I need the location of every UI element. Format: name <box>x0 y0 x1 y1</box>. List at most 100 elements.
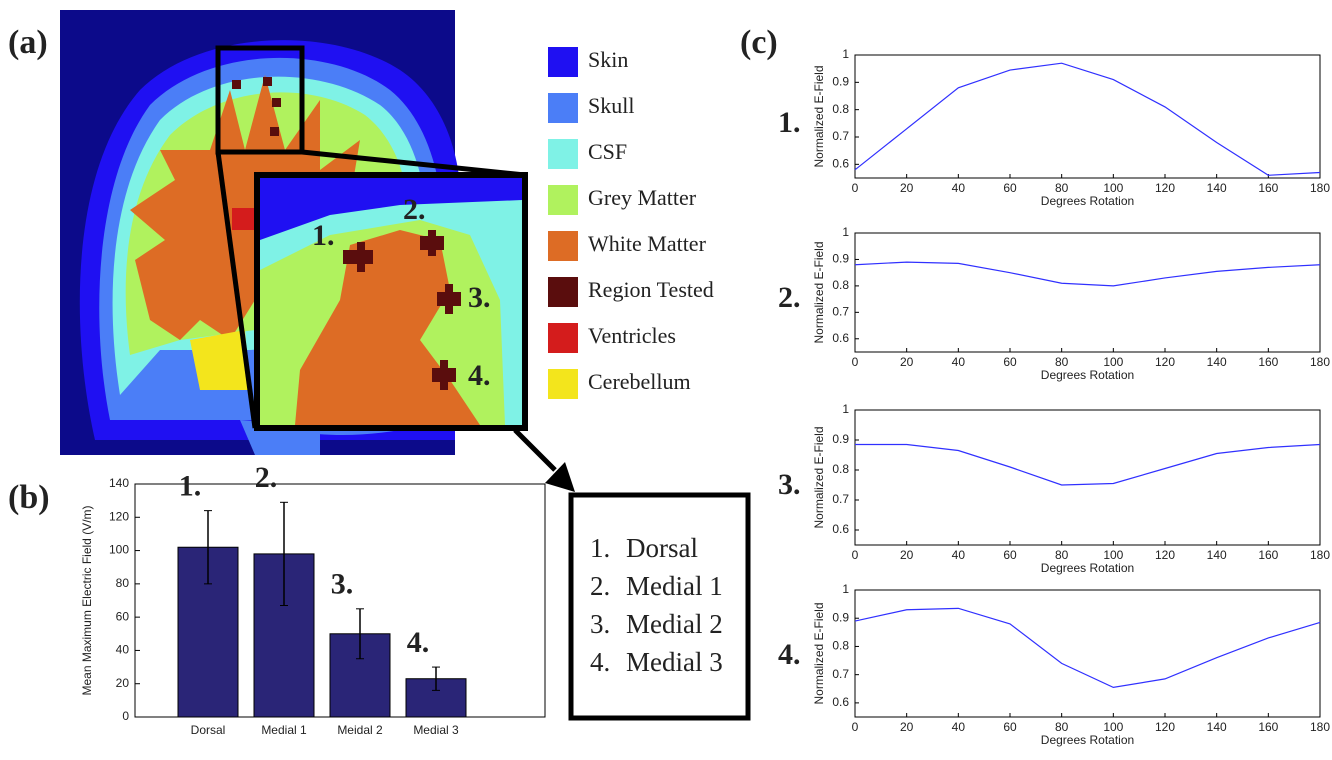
list-name: Medial 1 <box>626 571 723 601</box>
y-tick-label: 0.8 <box>832 462 849 476</box>
region-list-box <box>568 492 751 721</box>
legend-swatch <box>548 231 578 261</box>
list-number: 2. <box>590 571 610 601</box>
y-tick-label: 0.9 <box>832 252 849 266</box>
legend-label: Region Tested <box>588 277 714 302</box>
legend-swatch <box>548 139 578 169</box>
brain-marker: 1. <box>312 219 335 252</box>
line <box>854 607 1321 688</box>
x-axis-label: Degrees Rotation <box>1041 194 1134 208</box>
chart-label: 4. <box>778 638 801 671</box>
brain-marker: 3. <box>468 281 491 314</box>
x-axis-label: Degrees Rotation <box>1041 368 1134 382</box>
line <box>854 62 1321 176</box>
panel-label: (c) <box>740 24 778 61</box>
x-tick-label: 40 <box>952 181 966 195</box>
y-tick-label: 1 <box>842 402 849 416</box>
y-tick-label: 100 <box>109 543 129 557</box>
x-tick-label: 80 <box>1055 720 1069 734</box>
x-tick-label: 120 <box>1155 181 1175 195</box>
legend-label: CSF <box>588 139 627 164</box>
legend-label: Ventricles <box>588 323 676 348</box>
y-tick-label: 0.9 <box>832 432 849 446</box>
y-axis-label: Normalized E-Field <box>812 426 826 528</box>
y-tick-label: 0.8 <box>832 639 849 653</box>
x-tick-label: 100 <box>1103 720 1123 734</box>
y-tick-label: 0.9 <box>832 75 849 89</box>
x-tick-label: 180 <box>1310 355 1330 369</box>
line <box>855 443 1321 486</box>
y-tick-label: 0.7 <box>832 129 849 143</box>
y-tick-label: 1 <box>842 225 849 239</box>
y-tick-label: 80 <box>116 576 130 590</box>
legend-label: Grey Matter <box>588 185 697 210</box>
y-axis-label: Mean Maximum Electric Field (V/m) <box>80 505 94 695</box>
x-tick-label: 80 <box>1055 355 1069 369</box>
legend-label: Cerebellum <box>588 369 691 394</box>
x-tick-label: 160 <box>1258 720 1278 734</box>
x-tick-label: Meidal 2 <box>337 723 383 737</box>
x-tick-label: 100 <box>1103 548 1123 562</box>
legend-label: Skull <box>588 93 634 118</box>
bar-annotation: 4. <box>407 626 430 659</box>
x-tick-label: 20 <box>900 181 914 195</box>
y-tick-label: 0.6 <box>832 522 849 536</box>
plot-frame <box>854 589 1321 718</box>
x-tick-label: 0 <box>852 181 859 195</box>
y-tick-label: 1 <box>842 47 849 61</box>
x-tick-label: 180 <box>1310 720 1330 734</box>
x-tick-label: 160 <box>1258 355 1278 369</box>
y-axis-label: Normalized E-Field <box>812 602 826 704</box>
bar-annotation: 2. <box>255 461 278 494</box>
legend-swatch <box>548 277 578 307</box>
y-tick-label: 0.6 <box>832 331 849 345</box>
y-axis-label: Normalized E-Field <box>812 65 826 167</box>
y-tick-label: 1 <box>842 582 849 596</box>
x-tick-label: 100 <box>1103 181 1123 195</box>
list-number: 1. <box>590 533 610 563</box>
x-tick-label: 40 <box>952 548 966 562</box>
plot-frame <box>854 409 1321 546</box>
chart-label: 1. <box>778 106 801 139</box>
y-tick-label: 0 <box>122 709 129 723</box>
legend-swatch <box>548 369 578 399</box>
list-name: Medial 3 <box>626 647 723 677</box>
y-tick-label: 0.7 <box>832 492 849 506</box>
x-tick-label: 120 <box>1155 548 1175 562</box>
x-tick-label: 60 <box>1003 355 1017 369</box>
x-tick-label: 60 <box>1003 720 1017 734</box>
y-tick-label: 0.8 <box>832 278 849 292</box>
legend-label: White Matter <box>588 231 707 256</box>
y-tick-label: 0.8 <box>832 102 849 116</box>
x-tick-label: Medial 1 <box>261 723 307 737</box>
y-tick-label: 0.6 <box>832 157 849 171</box>
bar-annotation: 1. <box>179 470 202 503</box>
y-tick-label: 0.7 <box>832 667 849 681</box>
plot-frame <box>854 232 1321 353</box>
x-tick-label: 120 <box>1155 720 1175 734</box>
x-tick-label: 100 <box>1103 355 1123 369</box>
x-tick-label: 180 <box>1310 181 1330 195</box>
y-tick-label: 0.6 <box>832 695 849 709</box>
x-tick-label: 0 <box>852 720 859 734</box>
y-tick-label: 40 <box>116 643 130 657</box>
legend-swatch <box>548 47 578 77</box>
panel-label: (b) <box>8 479 50 516</box>
x-tick-label: 160 <box>1258 181 1278 195</box>
x-tick-label: 140 <box>1207 720 1227 734</box>
x-tick-label: 80 <box>1055 548 1069 562</box>
x-tick-label: 120 <box>1155 355 1175 369</box>
y-tick-label: 0.7 <box>832 305 849 319</box>
x-tick-label: 40 <box>952 720 966 734</box>
line <box>854 261 1321 287</box>
brain-marker: 2. <box>403 193 426 226</box>
chart-label: 3. <box>778 468 801 501</box>
y-tick-label: 120 <box>109 509 129 523</box>
x-tick-label: 140 <box>1207 355 1227 369</box>
bar-annotation: 3. <box>331 568 354 601</box>
x-tick-label: 180 <box>1310 548 1330 562</box>
x-tick-label: 60 <box>1003 181 1017 195</box>
legend-swatch <box>548 185 578 215</box>
legend-swatch <box>548 323 578 353</box>
